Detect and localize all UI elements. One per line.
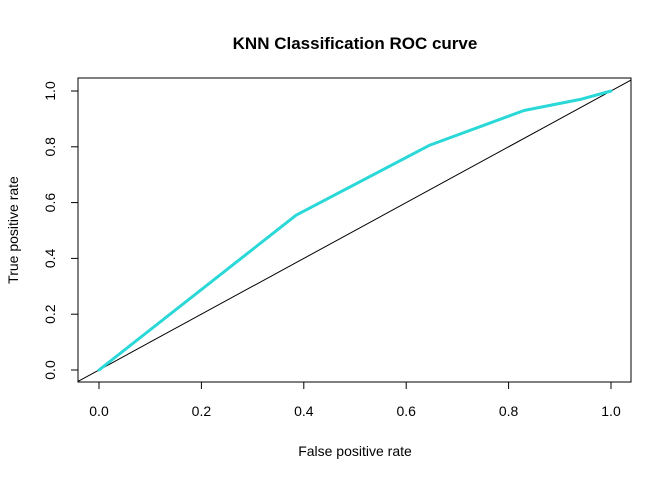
y-tick-label: 0.2	[42, 304, 58, 324]
x-tick-label: 0.2	[192, 403, 212, 419]
y-tick-label: 1.0	[42, 81, 58, 101]
y-tick-label: 0.6	[42, 193, 58, 213]
chart-title: KNN Classification ROC curve	[233, 34, 478, 53]
x-axis-label: False positive rate	[298, 443, 412, 459]
y-tick-label: 0.0	[42, 360, 58, 380]
y-tick-label: 0.8	[42, 137, 58, 157]
y-axis-label: True positive rate	[5, 176, 21, 284]
x-tick-label: 0.0	[89, 403, 109, 419]
x-tick-label: 0.4	[294, 403, 314, 419]
roc-curve-line	[97, 89, 613, 372]
x-tick-label: 0.8	[499, 403, 519, 419]
reference-diagonal-line	[77, 79, 632, 382]
x-tick-label: 1.0	[601, 403, 621, 419]
y-axis: 0.0 0.2 0.4 0.6 0.8 1.0	[42, 81, 79, 380]
x-axis: 0.0 0.2 0.4 0.6 0.8 1.0	[89, 381, 621, 419]
y-tick-label: 0.4	[42, 248, 58, 268]
x-tick-label: 0.6	[396, 403, 416, 419]
